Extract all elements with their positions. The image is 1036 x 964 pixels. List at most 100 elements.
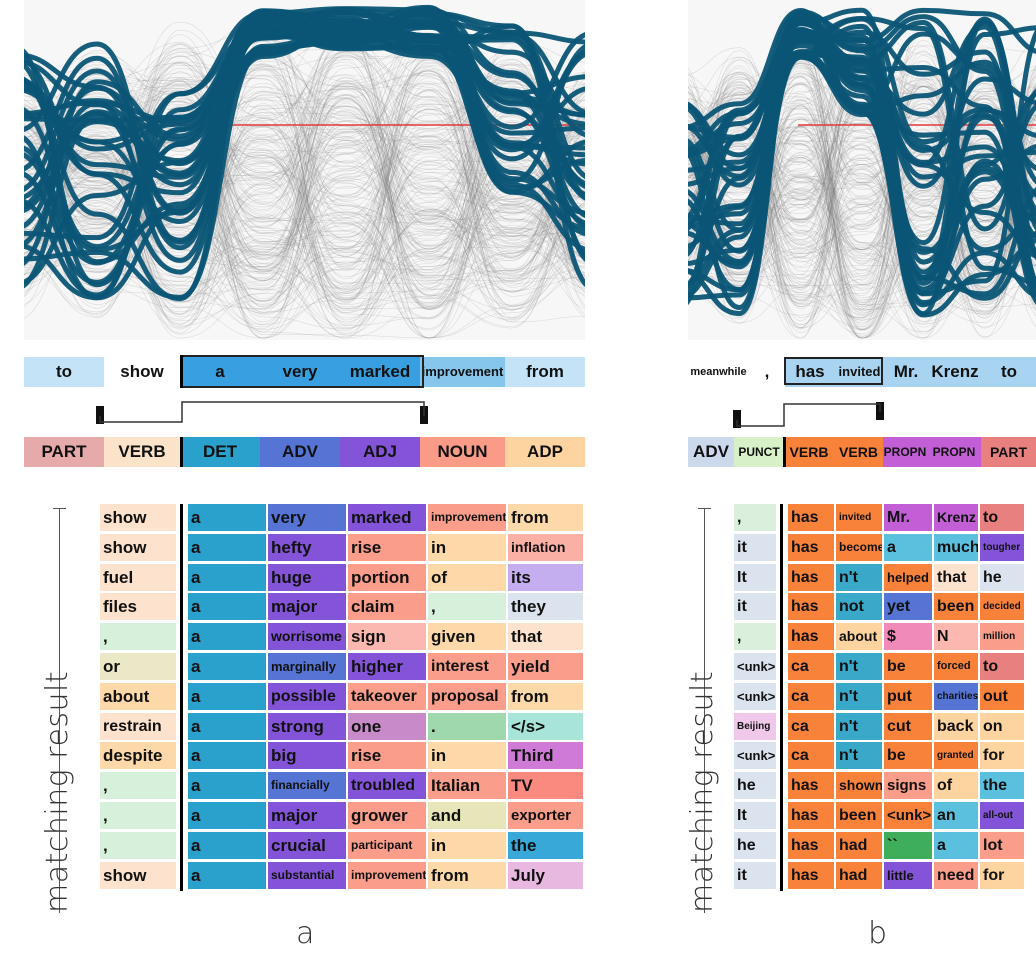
match-cell[interactable]: , [100, 623, 176, 651]
match-cell[interactable]: substantial [268, 861, 346, 889]
match-cell[interactable]: a [188, 802, 266, 829]
match-cell[interactable]: restrain [100, 712, 176, 740]
match-cell[interactable]: for [980, 742, 1024, 770]
match-cell[interactable]: interest [428, 653, 506, 680]
match-cell[interactable]: troubled [348, 772, 426, 800]
match-cell[interactable]: files [100, 593, 176, 621]
match-cell[interactable]: to [980, 653, 1024, 680]
match-cell[interactable]: a [188, 623, 266, 651]
match-cell[interactable]: had [836, 861, 882, 889]
match-cell[interactable]: signs [884, 772, 932, 800]
match-cell[interactable]: it [734, 593, 776, 621]
match-cell[interactable]: or [100, 653, 176, 680]
pos-tag-1[interactable]: VERB [104, 437, 180, 467]
pos-tag-2[interactable]: VERB [784, 437, 834, 467]
match-cell[interactable]: its [508, 563, 583, 591]
match-cell[interactable]: back [934, 712, 978, 740]
connector-handle-left[interactable] [96, 406, 104, 424]
match-cell[interactable]: exporter [508, 802, 583, 829]
match-cell[interactable]: <unk> [884, 802, 932, 829]
match-cell[interactable]: ca [788, 712, 834, 740]
match-cell[interactable]: rise [348, 533, 426, 561]
match-cell[interactable]: be [884, 742, 932, 770]
match-cell[interactable]: from [508, 682, 583, 710]
sentence-token-2[interactable]: has [785, 357, 835, 387]
match-cell[interactable]: a [188, 593, 266, 621]
match-cell[interactable]: that [508, 623, 583, 651]
selection-box-b[interactable] [784, 357, 883, 385]
match-cell[interactable]: Mr. [884, 504, 932, 531]
pos-tag-3[interactable]: ADV [260, 437, 340, 467]
match-cell[interactable]: , [100, 831, 176, 859]
match-cell[interactable]: has [788, 563, 834, 591]
match-cell[interactable]: financially [268, 772, 346, 800]
match-cell[interactable]: improvement [348, 861, 426, 889]
match-cell[interactable]: grower [348, 802, 426, 829]
pos-tag-0[interactable]: ADV [688, 437, 734, 467]
match-cell[interactable]: he [980, 563, 1024, 591]
match-cell[interactable]: N [934, 623, 978, 651]
match-cell[interactable]: the [980, 772, 1024, 800]
sentence-token-5[interactable]: Krenz [928, 357, 982, 387]
match-cell[interactable]: n't [836, 742, 882, 770]
match-cell[interactable]: marked [348, 504, 426, 531]
match-cell[interactable]: to [980, 504, 1024, 531]
match-cell[interactable]: yield [508, 653, 583, 680]
match-cell[interactable]: a [188, 563, 266, 591]
match-cell[interactable]: `` [884, 831, 932, 859]
match-cell[interactable]: huge [268, 563, 346, 591]
match-cell[interactable]: a [188, 682, 266, 710]
match-cell[interactable]: little [884, 861, 932, 889]
match-cell[interactable]: <unk> [734, 653, 776, 680]
match-cell[interactable]: decided [980, 593, 1024, 621]
match-cell[interactable]: they [508, 593, 583, 621]
match-cell[interactable]: portion [348, 563, 426, 591]
match-cell[interactable]: has [788, 831, 834, 859]
match-cell[interactable]: given [428, 623, 506, 651]
match-cell[interactable]: major [268, 802, 346, 829]
match-cell[interactable]: hefty [268, 533, 346, 561]
match-cell[interactable]: of [428, 563, 506, 591]
match-cell[interactable]: , [428, 593, 506, 621]
match-cell[interactable]: sign [348, 623, 426, 651]
match-cell[interactable]: out [980, 682, 1024, 710]
match-cell[interactable]: been [836, 802, 882, 829]
match-cell[interactable]: proposal [428, 682, 506, 710]
match-cell[interactable]: It [734, 563, 776, 591]
match-cell[interactable]: n't [836, 682, 882, 710]
match-cell[interactable]: inflation [508, 533, 583, 561]
pos-tag-5[interactable]: PROPN [927, 437, 981, 467]
match-cell[interactable]: participant [348, 831, 426, 859]
match-cell[interactable]: yet [884, 593, 932, 621]
match-cell[interactable]: it [734, 861, 776, 889]
sentence-token-1[interactable]: , [749, 357, 785, 387]
match-cell[interactable]: July [508, 861, 583, 889]
match-cell[interactable]: he [734, 772, 776, 800]
match-cell[interactable]: granted [934, 742, 978, 770]
match-cell[interactable]: fuel [100, 563, 176, 591]
match-cell[interactable]: for [980, 861, 1024, 889]
match-cell[interactable]: major [268, 593, 346, 621]
match-cell[interactable]: had [836, 831, 882, 859]
match-cell[interactable]: in [428, 533, 506, 561]
match-cell[interactable]: worrisome [268, 623, 346, 651]
match-cell[interactable]: in [428, 831, 506, 859]
match-cell[interactable]: it [734, 533, 776, 561]
match-cell[interactable]: a [188, 742, 266, 770]
match-cell[interactable]: all-out [980, 802, 1024, 829]
match-cell[interactable]: <unk> [734, 742, 776, 770]
pos-tag-0[interactable]: PART [24, 437, 104, 467]
match-cell[interactable]: from [508, 504, 583, 531]
match-cell[interactable]: Third [508, 742, 583, 770]
match-cell[interactable]: he [734, 831, 776, 859]
match-cell[interactable]: Italian [428, 772, 506, 800]
pos-tag-3[interactable]: VERB [834, 437, 883, 467]
match-cell[interactable]: n't [836, 563, 882, 591]
match-cell[interactable]: charities [934, 682, 978, 710]
pos-tag-4[interactable]: PROPN [883, 437, 927, 467]
match-cell[interactable]: and [428, 802, 506, 829]
match-cell[interactable]: the [508, 831, 583, 859]
match-cell[interactable]: big [268, 742, 346, 770]
match-cell[interactable]: on [980, 712, 1024, 740]
sentence-token-6[interactable]: from [505, 357, 585, 387]
